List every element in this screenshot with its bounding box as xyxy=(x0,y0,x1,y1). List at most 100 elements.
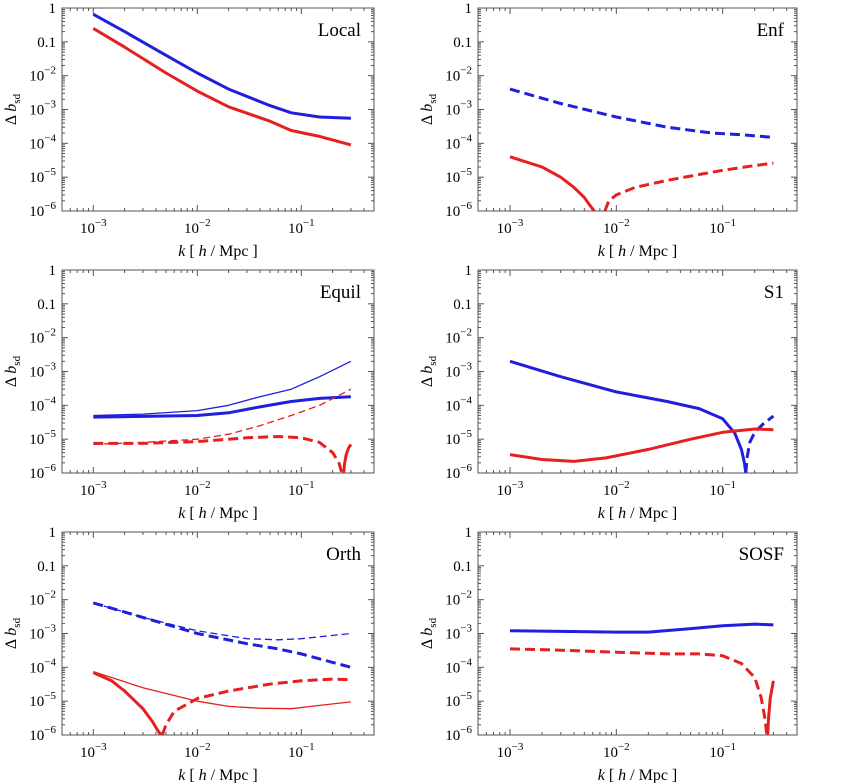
tick-base: 10 xyxy=(288,745,303,761)
tick-exponent: −2 xyxy=(199,741,211,753)
y-tick-label: 1 xyxy=(465,263,473,279)
y-tick-label: 0.1 xyxy=(37,35,56,51)
xlabel-mpc: / Mpc ] xyxy=(626,505,677,522)
panel-title: S1 xyxy=(764,282,784,303)
xlabel-k: k xyxy=(598,243,606,260)
series-line-blue-thick-solid xyxy=(509,622,774,634)
series-line-red-thick-solid xyxy=(766,680,775,735)
tick-base: 10 xyxy=(80,483,95,499)
x-tick-label: 10−1 xyxy=(288,217,315,237)
tick-exponent: −6 xyxy=(44,462,56,474)
plot-frame xyxy=(477,269,798,474)
ylabel-sub: sd xyxy=(427,617,439,627)
y-tick-label: 10−4 xyxy=(29,132,56,152)
tick-exponent: −5 xyxy=(460,166,472,178)
tick-base: 10 xyxy=(445,660,460,676)
tick-exponent: −1 xyxy=(724,479,736,491)
tick-base: 10 xyxy=(184,221,199,237)
xlabel-mpc: / Mpc ] xyxy=(207,505,258,522)
tick-exponent: −2 xyxy=(618,217,630,229)
xlabel-mpc: / Mpc ] xyxy=(207,243,258,260)
xlabel-mpc: / Mpc ] xyxy=(626,767,677,783)
tick-base: 10 xyxy=(709,483,724,499)
tick-base: 10 xyxy=(29,728,44,744)
y-tick-label: 1 xyxy=(49,263,57,279)
tick-exponent: −3 xyxy=(95,479,107,491)
ylabel-b: b xyxy=(3,628,20,636)
tick-base: 0.1 xyxy=(453,559,472,575)
y-tick-label: 0.1 xyxy=(453,35,472,51)
ylabel-delta: Δ xyxy=(3,374,20,387)
series-line-blue-thick-solid xyxy=(509,359,748,473)
tick-base: 10 xyxy=(29,331,44,347)
xlabel-mpc: / Mpc ] xyxy=(626,243,677,260)
tick-base: 10 xyxy=(497,745,512,761)
xlabel-k: k xyxy=(178,767,186,783)
tick-exponent: −6 xyxy=(44,200,56,212)
series-line-blue-thick-solid xyxy=(93,395,351,419)
tick-base: 10 xyxy=(445,728,460,744)
y-axis-label: Δ bsd xyxy=(419,617,439,649)
y-axis-label: Δ bsd xyxy=(3,355,23,387)
tick-exponent: −2 xyxy=(618,741,630,753)
tick-base: 10 xyxy=(288,221,303,237)
y-tick-label: 1 xyxy=(465,1,473,17)
y-tick-label: 10−4 xyxy=(29,394,56,414)
y-tick-label: 1 xyxy=(465,525,473,541)
x-tick-label: 10−2 xyxy=(603,741,630,761)
y-tick-label: 10−4 xyxy=(445,656,472,676)
ylabel-sub: sd xyxy=(427,93,439,103)
series-line-blue-thick-dashed xyxy=(509,87,774,139)
tick-exponent: −3 xyxy=(512,217,524,229)
series-line-red-thick-solid xyxy=(509,155,596,211)
y-tick-label: 10−6 xyxy=(29,200,56,220)
tick-exponent: −5 xyxy=(44,690,56,702)
tick-exponent: −3 xyxy=(460,99,472,111)
ylabel-b: b xyxy=(419,104,436,112)
tick-exponent: −2 xyxy=(460,327,472,339)
y-tick-label: 10−3 xyxy=(445,623,472,643)
ylabel-b: b xyxy=(3,366,20,374)
tick-exponent: −1 xyxy=(724,217,736,229)
tick-exponent: −2 xyxy=(460,65,472,77)
series-line-red-thick-dashed xyxy=(160,677,351,735)
y-tick-label: 10−2 xyxy=(29,589,56,609)
x-axis-label: k [ h / Mpc ] xyxy=(178,767,258,783)
y-tick-label: 10−3 xyxy=(445,361,472,381)
series-group xyxy=(509,359,775,473)
tick-base: 10 xyxy=(29,69,44,85)
tick-base: 10 xyxy=(29,466,44,482)
tick-base: 0.1 xyxy=(453,297,472,313)
tick-base: 10 xyxy=(445,136,460,152)
tick-base: 10 xyxy=(445,103,460,119)
y-tick-label: 10−6 xyxy=(445,724,472,744)
x-tick-label: 10−3 xyxy=(80,479,107,499)
x-tick-label: 10−3 xyxy=(497,479,524,499)
x-axis-label: k [ h / Mpc ] xyxy=(598,505,678,522)
panel-title: Local xyxy=(318,20,361,41)
tick-base: 10 xyxy=(603,483,618,499)
xlabel-h: h xyxy=(618,243,626,260)
panel-title: Equil xyxy=(320,282,361,303)
tick-base: 10 xyxy=(709,745,724,761)
tick-base: 10 xyxy=(445,331,460,347)
y-tick-label: 10−2 xyxy=(445,327,472,347)
tick-exponent: −4 xyxy=(44,132,56,144)
y-tick-label: 10−3 xyxy=(29,623,56,643)
tick-base: 10 xyxy=(445,398,460,414)
tick-exponent: −3 xyxy=(512,741,524,753)
xlabel-k: k xyxy=(598,505,606,522)
tick-base: 10 xyxy=(29,694,44,710)
series-line-blue-thin-dashed xyxy=(93,602,351,641)
x-tick-label: 10−3 xyxy=(80,741,107,761)
tick-base: 10 xyxy=(29,103,44,119)
y-axis-label: Δ bsd xyxy=(3,93,23,125)
series-group xyxy=(92,601,352,735)
tick-exponent: −2 xyxy=(44,589,56,601)
y-tick-label: 10−3 xyxy=(29,99,56,119)
y-tick-label: 10−2 xyxy=(29,327,56,347)
